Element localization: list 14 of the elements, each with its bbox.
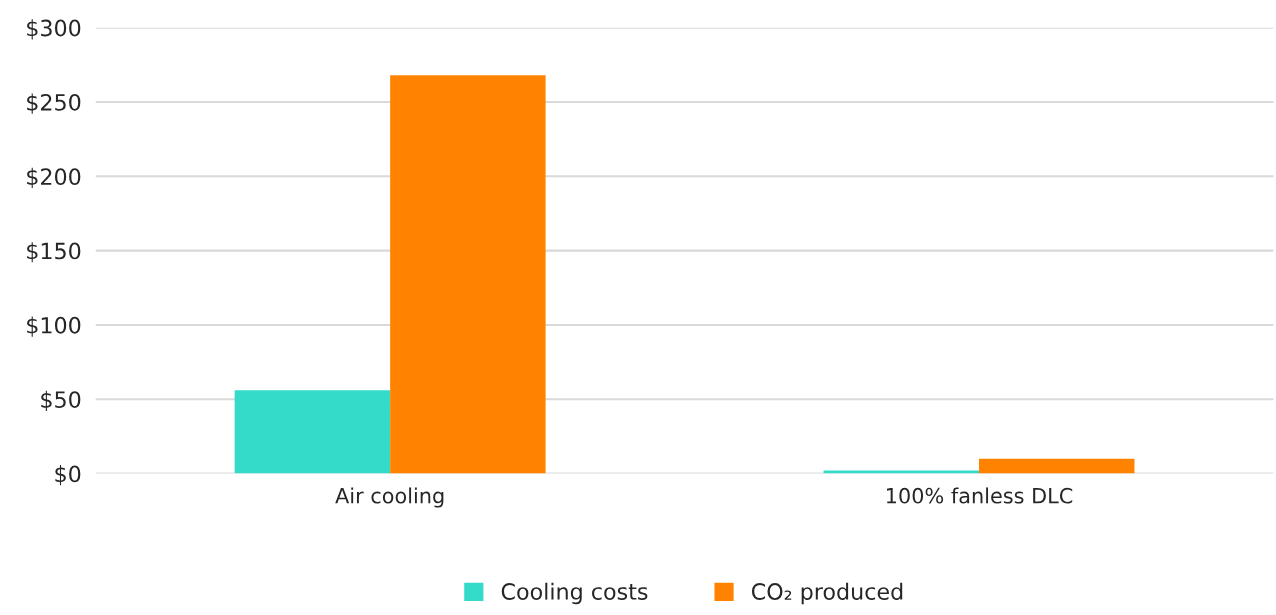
y-tick-label: $300 [27,19,81,40]
y-tick-label: $200 [27,167,81,189]
y-tick-label: $0 [55,465,81,486]
x-tick-label: 100% fanless DLC [886,487,1073,504]
legend-label: Cooling costs [501,582,648,605]
y-tick-label: $150 [27,242,81,263]
bar [390,75,546,474]
y-tick-label: $50 [41,390,81,411]
y-tick-label: $100 [27,316,81,337]
x-tick-label: Air cooling [335,487,444,508]
bar [234,390,391,474]
legend-label: CO₂ produced [751,582,903,605]
y-tick-label: $250 [27,93,81,114]
bar [979,458,1135,474]
